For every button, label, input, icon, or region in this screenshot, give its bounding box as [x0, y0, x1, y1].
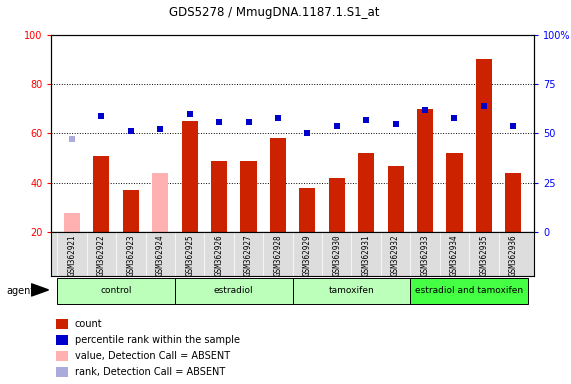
Bar	[476, 59, 492, 282]
Point	[509, 122, 518, 129]
Bar	[56, 351, 69, 361]
Bar	[152, 173, 168, 282]
Point	[303, 131, 312, 137]
Text: GSM362921: GSM362921	[67, 235, 77, 276]
Bar	[270, 138, 286, 282]
Point	[479, 103, 488, 109]
Text: GSM362934: GSM362934	[450, 235, 459, 276]
Text: GSM362923: GSM362923	[126, 235, 135, 276]
Bar	[505, 173, 521, 282]
Text: GSM362928: GSM362928	[274, 235, 283, 276]
Text: GDS5278 / MmugDNA.1187.1.S1_at: GDS5278 / MmugDNA.1187.1.S1_at	[169, 6, 379, 19]
Bar	[299, 188, 315, 282]
Text: estradiol: estradiol	[214, 286, 254, 295]
Bar	[56, 335, 69, 345]
Bar	[123, 190, 139, 282]
Text: estradiol and tamoxifen: estradiol and tamoxifen	[415, 286, 523, 295]
Text: GSM362936: GSM362936	[509, 235, 518, 276]
Text: agent: agent	[7, 286, 35, 296]
FancyBboxPatch shape	[57, 278, 175, 304]
Bar	[56, 367, 69, 377]
Point	[361, 116, 371, 122]
Text: value, Detection Call = ABSENT: value, Detection Call = ABSENT	[75, 351, 230, 361]
FancyBboxPatch shape	[411, 278, 528, 304]
FancyBboxPatch shape	[175, 278, 292, 304]
Text: GSM362935: GSM362935	[480, 235, 488, 276]
Point	[391, 121, 400, 127]
Point	[274, 114, 283, 121]
FancyBboxPatch shape	[292, 278, 411, 304]
Text: GSM362929: GSM362929	[303, 235, 312, 276]
Point	[420, 107, 429, 113]
Bar	[64, 213, 80, 282]
Text: GSM362927: GSM362927	[244, 235, 253, 276]
Bar	[447, 153, 463, 282]
Point	[156, 126, 165, 132]
Text: count: count	[75, 319, 102, 329]
Text: control: control	[100, 286, 132, 295]
Bar	[240, 161, 256, 282]
Bar	[388, 166, 404, 282]
Point	[332, 122, 341, 129]
Text: GSM362922: GSM362922	[97, 235, 106, 276]
Bar	[182, 121, 198, 282]
Text: GSM362932: GSM362932	[391, 235, 400, 276]
Point	[450, 114, 459, 121]
Point	[244, 119, 253, 125]
Text: GSM362926: GSM362926	[215, 235, 224, 276]
Bar	[417, 109, 433, 282]
Bar	[211, 161, 227, 282]
Text: tamoxifen: tamoxifen	[328, 286, 375, 295]
Text: GSM362930: GSM362930	[332, 235, 341, 276]
Text: percentile rank within the sample: percentile rank within the sample	[75, 335, 240, 345]
Polygon shape	[31, 284, 49, 296]
Text: GSM362924: GSM362924	[156, 235, 165, 276]
Text: rank, Detection Call = ABSENT: rank, Detection Call = ABSENT	[75, 367, 225, 377]
Bar	[329, 178, 345, 282]
Point	[215, 119, 224, 125]
Text: GSM362931: GSM362931	[361, 235, 371, 276]
Bar	[56, 319, 69, 329]
Bar	[358, 153, 374, 282]
Text: GSM362933: GSM362933	[420, 235, 429, 276]
Point	[185, 111, 194, 117]
Point	[126, 128, 135, 134]
Point	[67, 136, 77, 142]
Bar	[93, 156, 110, 282]
Text: GSM362925: GSM362925	[185, 235, 194, 276]
Point	[97, 113, 106, 119]
